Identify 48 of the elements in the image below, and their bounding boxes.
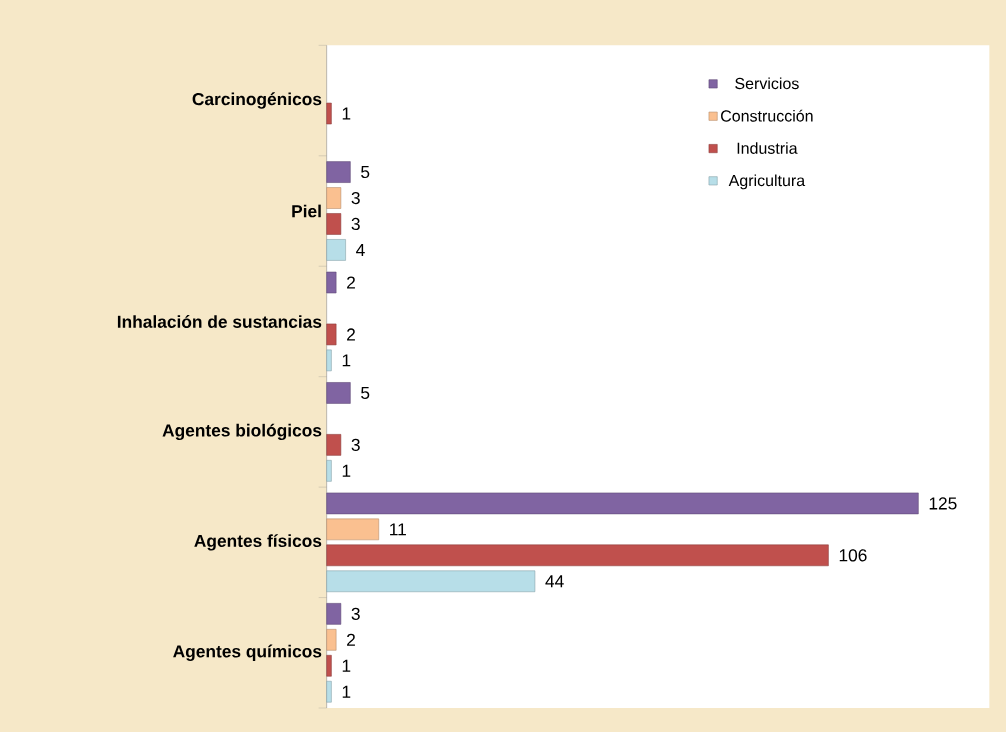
data-label: 2 <box>347 633 355 646</box>
data-label: 2 <box>347 328 355 341</box>
bar <box>326 680 332 703</box>
y-tick-label: Piel <box>292 204 321 218</box>
bar <box>326 213 342 235</box>
data-label: 3 <box>351 607 360 620</box>
data-label: 3 <box>351 191 360 205</box>
bar <box>326 239 346 261</box>
data-label: 44 <box>545 575 564 588</box>
data-label: 5 <box>361 166 370 179</box>
bar <box>326 382 351 404</box>
y-tick-label: Agentes químicos <box>173 644 322 661</box>
legend-label: Servicios <box>735 77 799 90</box>
bar <box>326 271 337 294</box>
y-tick-label: Agentes físicos <box>194 534 322 551</box>
bar <box>326 603 342 625</box>
bar <box>326 161 351 183</box>
legend-label: Agricultura <box>728 174 806 190</box>
bar <box>326 629 337 651</box>
data-label: 1 <box>342 464 351 477</box>
bar <box>326 655 332 677</box>
data-label: 125 <box>929 497 957 510</box>
bar <box>326 434 342 456</box>
bar <box>326 349 332 372</box>
data-label: 2 <box>347 276 355 289</box>
bar <box>326 492 919 515</box>
y-tick-label: Carcinogénicos <box>192 92 322 109</box>
data-label: 3 <box>351 217 360 231</box>
legend-label: Construcción <box>721 109 813 122</box>
legend-label: Industria <box>737 142 798 154</box>
bar <box>326 102 332 125</box>
data-label: 5 <box>361 386 370 400</box>
bar <box>326 460 332 482</box>
data-label: 1 <box>342 659 351 672</box>
data-label: 106 <box>839 549 867 562</box>
bar <box>326 518 380 541</box>
data-label: 1 <box>342 107 351 120</box>
data-label: 3 <box>351 438 360 452</box>
bar <box>326 570 536 593</box>
y-tick-label: Agentes biológicos <box>162 423 322 441</box>
bar <box>326 323 337 346</box>
bar <box>326 544 829 567</box>
data-label: 1 <box>342 685 351 698</box>
bar <box>326 187 342 209</box>
data-label: 4 <box>356 243 365 256</box>
y-tick-label: Inhalación de sustancias <box>117 315 322 328</box>
data-label: 1 <box>342 354 351 367</box>
data-label: 11 <box>390 523 406 536</box>
